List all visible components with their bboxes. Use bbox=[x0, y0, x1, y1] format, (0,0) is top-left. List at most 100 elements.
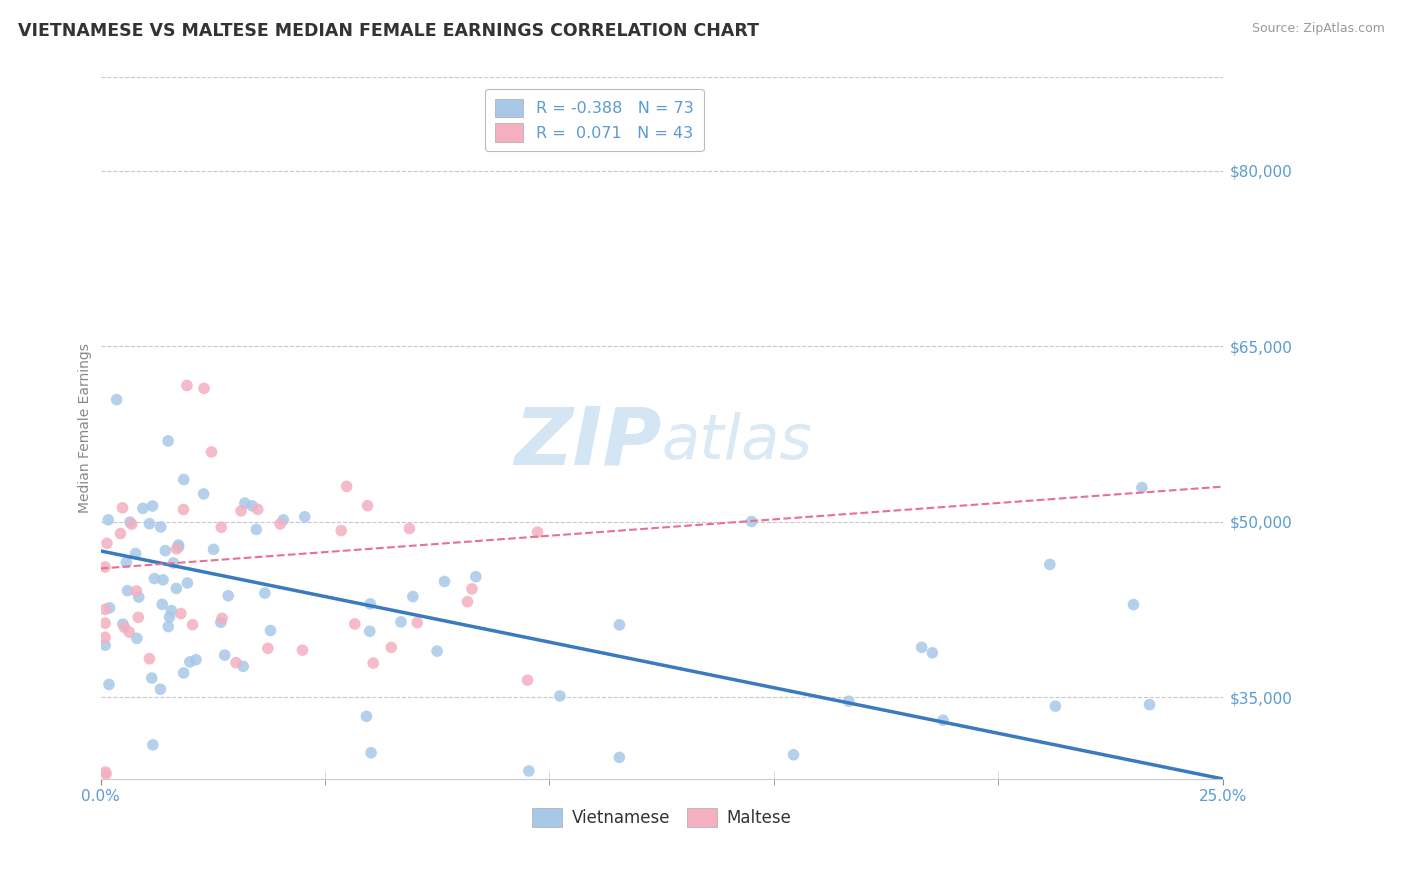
Point bbox=[433, 574, 456, 589]
Point bbox=[782, 747, 804, 762]
Point bbox=[124, 789, 146, 803]
Point bbox=[359, 597, 381, 611]
Point bbox=[94, 616, 117, 631]
Point bbox=[1122, 598, 1144, 612]
Point bbox=[173, 502, 195, 516]
Point bbox=[118, 625, 141, 640]
Point bbox=[179, 655, 201, 669]
Point bbox=[193, 487, 215, 501]
Point bbox=[167, 540, 190, 554]
Point bbox=[911, 640, 934, 655]
Point bbox=[138, 651, 160, 665]
Point bbox=[141, 499, 163, 513]
Point bbox=[162, 556, 184, 570]
Point bbox=[105, 392, 128, 407]
Point bbox=[609, 618, 631, 632]
Point bbox=[125, 584, 148, 599]
Point bbox=[97, 513, 120, 527]
Point bbox=[516, 673, 538, 688]
Point bbox=[138, 516, 160, 531]
Point bbox=[517, 764, 540, 778]
Point bbox=[456, 595, 478, 609]
Point bbox=[143, 572, 166, 586]
Point bbox=[1139, 698, 1161, 712]
Y-axis label: Median Female Earnings: Median Female Earnings bbox=[79, 343, 93, 513]
Point bbox=[461, 582, 484, 596]
Point bbox=[209, 615, 232, 630]
Point bbox=[98, 600, 121, 615]
Point bbox=[118, 515, 141, 529]
Point bbox=[361, 656, 384, 670]
Point bbox=[94, 630, 117, 644]
Point bbox=[170, 607, 193, 621]
Point bbox=[921, 646, 943, 660]
Point bbox=[94, 560, 117, 574]
Point bbox=[1130, 481, 1153, 495]
Text: VIETNAMESE VS MALTESE MEDIAN FEMALE EARNINGS CORRELATION CHART: VIETNAMESE VS MALTESE MEDIAN FEMALE EARN… bbox=[18, 22, 759, 40]
Point bbox=[253, 586, 276, 600]
Point bbox=[200, 445, 222, 459]
Point bbox=[165, 582, 187, 596]
Point bbox=[159, 610, 181, 624]
Point bbox=[211, 611, 233, 625]
Point bbox=[257, 641, 280, 656]
Point bbox=[343, 616, 366, 631]
Point bbox=[152, 573, 174, 587]
Point bbox=[741, 515, 763, 529]
Point bbox=[398, 521, 420, 535]
Point bbox=[96, 536, 118, 550]
Point bbox=[225, 656, 247, 670]
Point bbox=[160, 603, 183, 617]
Point bbox=[111, 500, 134, 515]
Point bbox=[125, 546, 148, 560]
Point bbox=[176, 576, 198, 591]
Point bbox=[1045, 699, 1067, 714]
Point bbox=[141, 671, 163, 685]
Point bbox=[360, 746, 382, 760]
Point bbox=[149, 682, 172, 697]
Point bbox=[127, 610, 149, 624]
Point bbox=[202, 542, 225, 557]
Point bbox=[142, 738, 165, 752]
Point bbox=[117, 583, 139, 598]
Point bbox=[259, 624, 281, 638]
Point bbox=[121, 517, 143, 532]
Point bbox=[94, 602, 117, 616]
Point bbox=[240, 499, 263, 513]
Point bbox=[157, 619, 180, 633]
Point bbox=[128, 590, 150, 604]
Point bbox=[94, 767, 117, 781]
Point bbox=[125, 632, 148, 646]
Text: ZIP: ZIP bbox=[515, 403, 662, 481]
Point bbox=[110, 526, 132, 541]
Point bbox=[932, 713, 955, 727]
Point bbox=[184, 653, 207, 667]
Point bbox=[406, 615, 429, 630]
Text: atlas: atlas bbox=[662, 412, 813, 472]
Point bbox=[115, 556, 138, 570]
Point bbox=[94, 638, 117, 652]
Legend: Vietnamese, Maltese: Vietnamese, Maltese bbox=[524, 801, 799, 834]
Point bbox=[359, 624, 381, 639]
Point bbox=[217, 589, 239, 603]
Point bbox=[209, 520, 232, 534]
Point bbox=[389, 615, 412, 629]
Point bbox=[150, 597, 173, 611]
Point bbox=[229, 504, 252, 518]
Point bbox=[232, 659, 254, 673]
Point bbox=[1039, 558, 1062, 572]
Point bbox=[155, 543, 177, 558]
Point bbox=[246, 502, 269, 516]
Point bbox=[330, 524, 353, 538]
Point bbox=[838, 694, 860, 708]
Point bbox=[193, 381, 215, 395]
Point bbox=[111, 617, 134, 632]
Point bbox=[114, 620, 136, 634]
Point bbox=[173, 665, 195, 680]
Point bbox=[548, 689, 571, 703]
Point bbox=[98, 677, 121, 691]
Point bbox=[176, 378, 198, 392]
Point bbox=[291, 643, 314, 657]
Point bbox=[157, 434, 180, 448]
Point bbox=[609, 750, 631, 764]
